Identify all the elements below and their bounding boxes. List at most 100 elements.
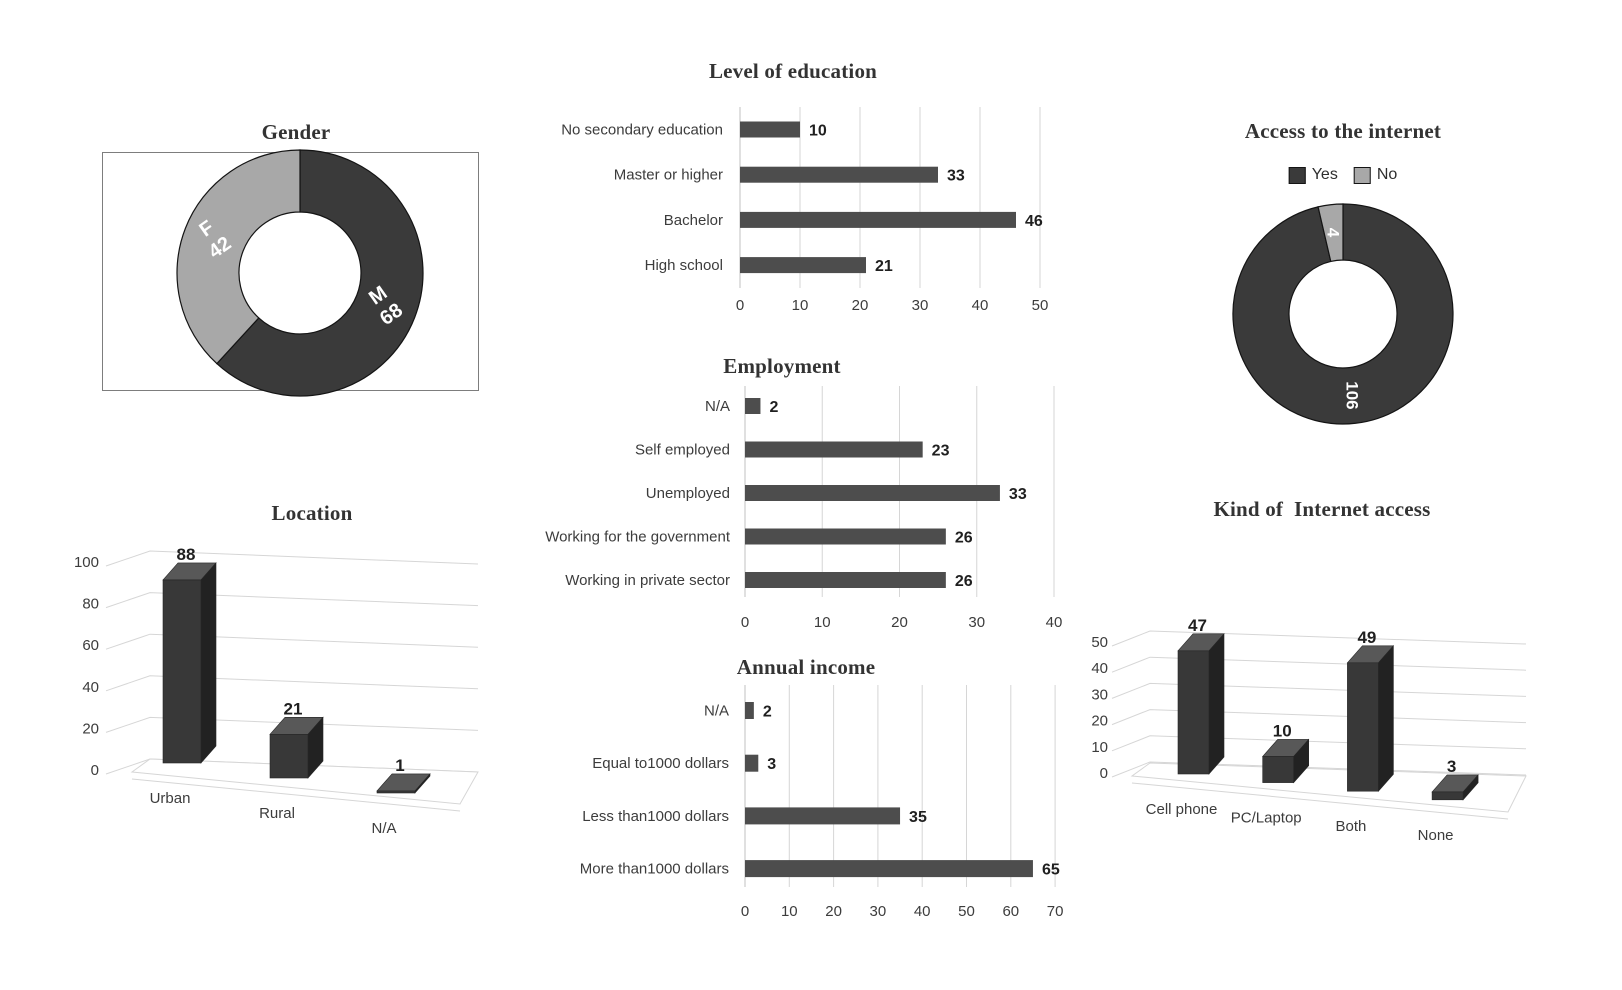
tick-label: 100: [74, 554, 99, 571]
chart-title-education: Level of education: [708, 59, 878, 83]
value-label: 26: [955, 530, 973, 547]
bar-side-face: [1462, 774, 1479, 801]
pie-slice: [1317, 203, 1344, 263]
legend-item-no: No: [1353, 166, 1397, 184]
category-label: No secondary education: [561, 122, 723, 139]
value-label: 3: [767, 756, 776, 773]
floor-edge: [1131, 782, 1509, 820]
category-label: Working for the government: [545, 529, 731, 546]
bar: [745, 754, 759, 772]
bar: [1347, 662, 1379, 792]
bar-side-face: [1208, 633, 1225, 775]
value-label: 46: [1025, 213, 1043, 230]
chart-title-internet-kind: Kind of Internet access: [1213, 497, 1431, 521]
category-label: Unemployed: [646, 485, 730, 502]
bar: [745, 807, 901, 825]
bar: [740, 211, 1016, 228]
category-label: Self employed: [635, 442, 730, 459]
tick-label: 10: [1091, 739, 1108, 756]
bar: [745, 860, 1033, 878]
tick-label: 40: [1046, 614, 1063, 631]
value-label: 2: [763, 704, 772, 721]
bar-top-face: [269, 717, 324, 735]
tick-label: 70: [1047, 903, 1064, 920]
bar-side-face: [414, 773, 431, 794]
gridline: [105, 675, 479, 692]
tick-label: 0: [741, 614, 749, 631]
tick-label: 30: [912, 297, 929, 314]
value-label: 47: [1188, 616, 1207, 635]
floor-edge: [131, 778, 461, 812]
value-label: 26: [955, 573, 973, 590]
tick-label: 0: [741, 903, 749, 920]
category-label: None: [1418, 827, 1454, 844]
tick-label: 40: [972, 297, 989, 314]
tick-label: 60: [82, 637, 99, 654]
bar-side-face: [200, 562, 217, 764]
category-label: Both: [1335, 818, 1366, 835]
gridline: [1111, 656, 1527, 673]
tick-label: 0: [1100, 765, 1108, 782]
floor: [130, 758, 479, 805]
bar-top-face: [1346, 645, 1395, 664]
gender-chart-frame: [102, 152, 479, 391]
value-label: 88: [177, 545, 196, 564]
value-label: 3: [1447, 757, 1456, 776]
bar: [745, 702, 754, 719]
category-label: N/A: [705, 398, 730, 415]
tick-label: 20: [1091, 713, 1108, 730]
bar: [745, 485, 1000, 501]
value-label: 2: [769, 399, 778, 416]
tick-label: 40: [1091, 660, 1108, 677]
bar: [269, 734, 309, 779]
tick-label: 20: [825, 903, 842, 920]
slice-value-label: 106: [1342, 381, 1361, 409]
bar: [1431, 791, 1464, 801]
legend: Yes No: [1288, 166, 1397, 184]
value-label: 21: [284, 699, 303, 718]
bar-side-face: [1293, 738, 1309, 784]
value-label: 65: [1042, 862, 1060, 879]
tick-label: 10: [792, 297, 809, 314]
tick-label: 30: [1091, 686, 1108, 703]
bar: [1262, 756, 1294, 783]
chart-title-gender: Gender: [261, 120, 331, 144]
category-label: Equal to1000 dollars: [592, 755, 729, 772]
category-label: More than1000 dollars: [580, 861, 729, 878]
bar: [745, 528, 946, 545]
floor: [1130, 762, 1527, 813]
category-label: Bachelor: [664, 212, 723, 229]
value-label: 21: [875, 258, 893, 275]
bar: [745, 398, 761, 414]
gridline: [1111, 761, 1527, 778]
bar: [740, 166, 938, 183]
category-label: Master or higher: [614, 167, 723, 184]
bar: [1177, 650, 1210, 775]
value-label: 10: [1273, 721, 1292, 740]
bar: [745, 441, 923, 458]
tick-label: 30: [968, 614, 985, 631]
value-label: 35: [909, 809, 927, 826]
legend-item-yes: Yes: [1288, 166, 1338, 184]
legend-label-yes: Yes: [1311, 166, 1338, 183]
legend-swatch-no: [1353, 166, 1371, 184]
value-label: 10: [809, 123, 827, 140]
tick-label: 50: [1091, 634, 1108, 651]
gridline: [105, 633, 479, 650]
gridline: [105, 716, 479, 733]
bar-top-face: [1177, 633, 1225, 652]
tick-label: 0: [91, 762, 99, 779]
bar-top-face: [1262, 739, 1310, 757]
category-label: Less than1000 dollars: [582, 808, 729, 825]
gridline: [105, 592, 479, 609]
gridline: [1111, 682, 1527, 699]
tick-label: 10: [781, 903, 798, 920]
category-label: N/A: [704, 703, 729, 720]
tick-label: 80: [82, 596, 99, 613]
slice-label: 4: [1324, 228, 1343, 238]
gridline: [105, 550, 479, 567]
